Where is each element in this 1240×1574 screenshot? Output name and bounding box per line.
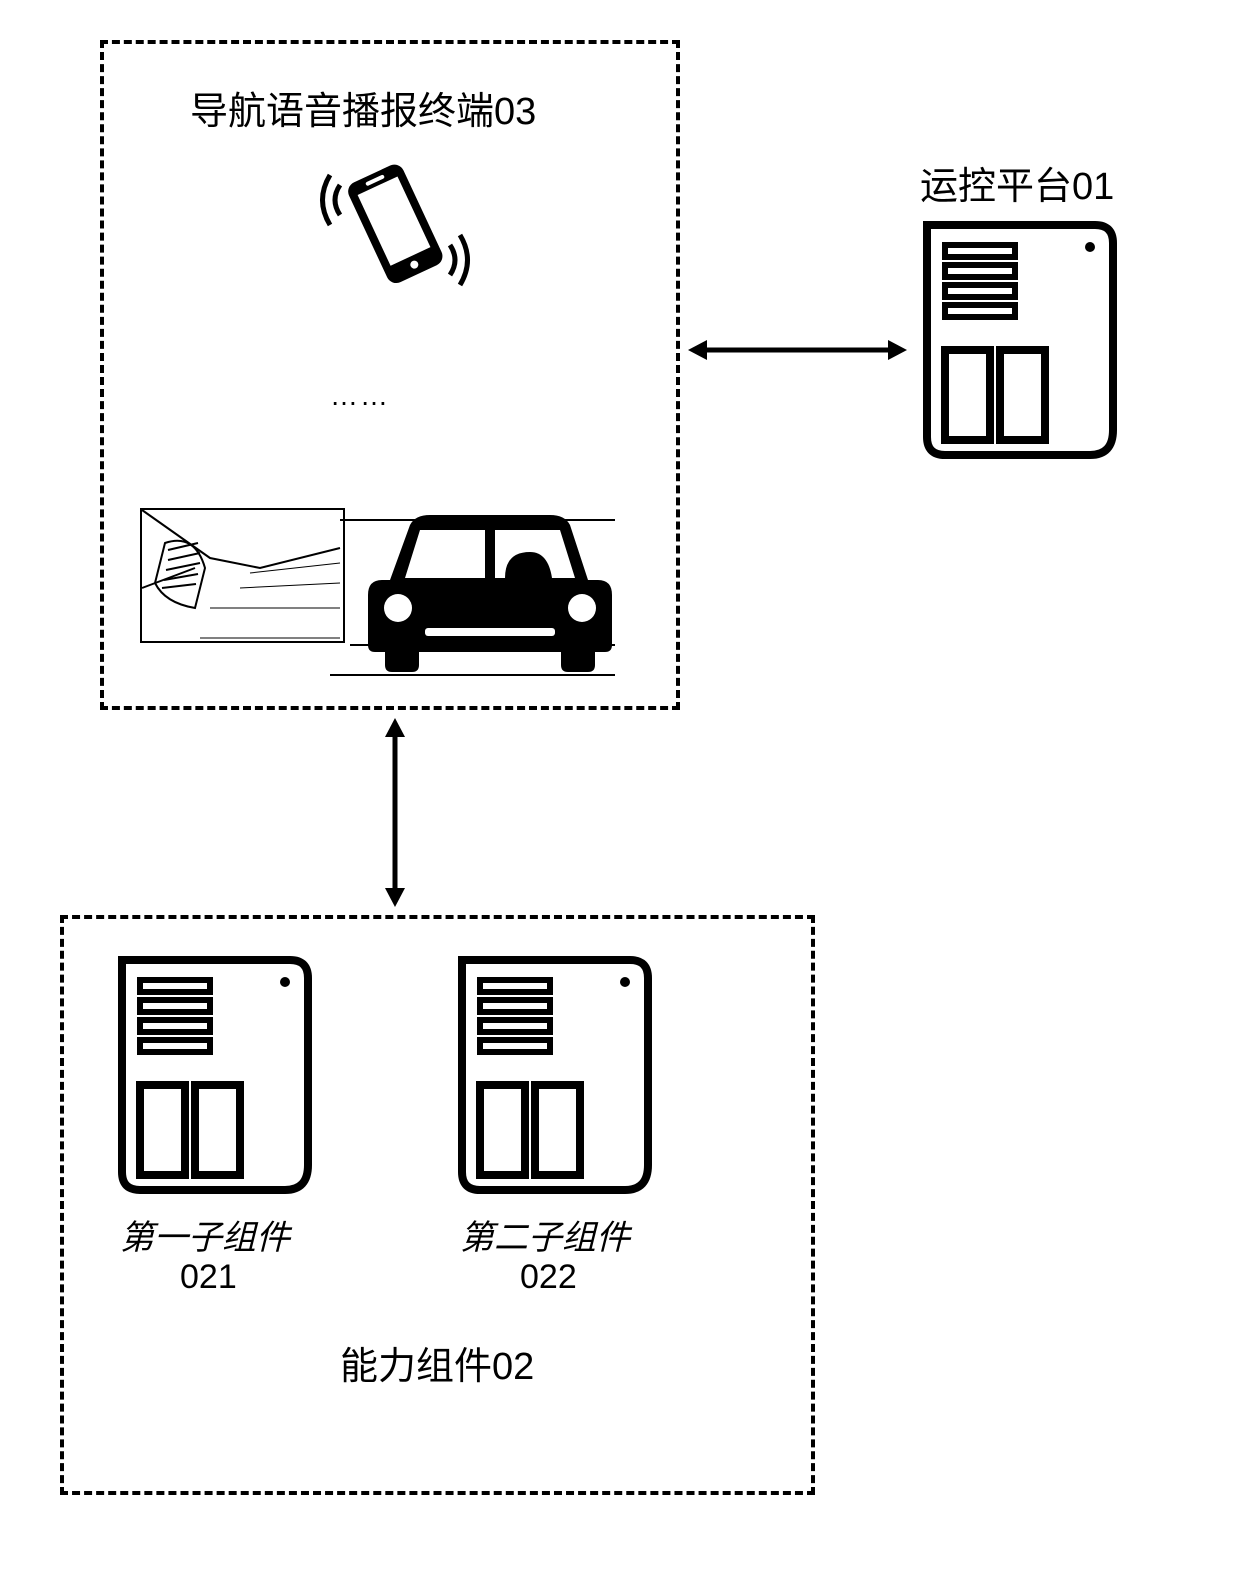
platform-title: 运控平台01	[920, 155, 1114, 210]
arrow-terminal-component	[375, 715, 415, 910]
server-platform-icon	[915, 215, 1125, 465]
arrow-terminal-platform	[685, 330, 910, 370]
terminal-title: 导航语音播报终端03	[190, 80, 536, 135]
ellipsis: ……	[330, 380, 390, 412]
server-sub2-icon	[450, 950, 660, 1200]
sub2-id: 022	[520, 1258, 577, 1297]
car-icon	[330, 480, 630, 700]
server-sub1-icon	[110, 950, 320, 1200]
dashboard-icon	[140, 508, 345, 643]
sub1-id: 021	[180, 1258, 237, 1297]
phone-icon	[310, 145, 480, 325]
component-title: 能力组件02	[340, 1335, 534, 1390]
sub1-label: 第一子组件	[120, 1210, 290, 1259]
sub2-label: 第二子组件	[460, 1210, 630, 1259]
